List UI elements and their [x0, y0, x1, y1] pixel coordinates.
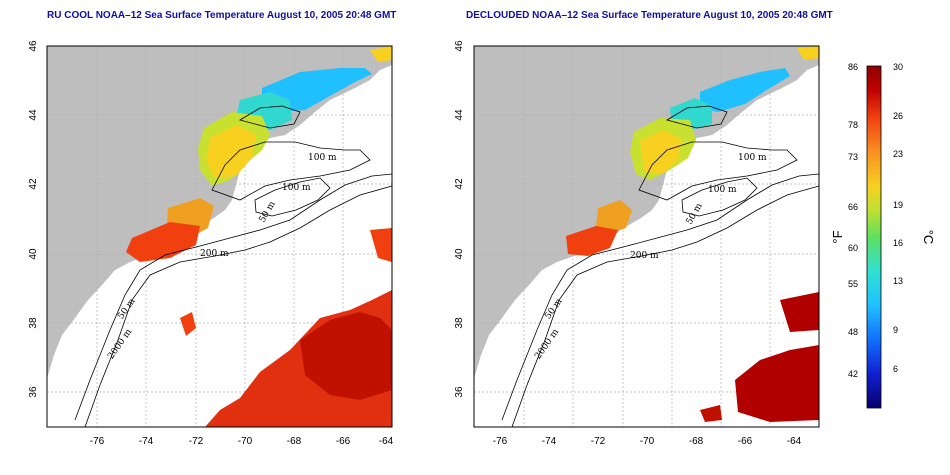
right-y-tick: 40 [454, 248, 465, 260]
colorbar-c-tick: 26 [893, 111, 903, 121]
colorbar-c-tick: 9 [893, 325, 898, 335]
right-x-tick: -66 [738, 436, 753, 447]
right-x-tick: -76 [493, 436, 508, 447]
left-sst-data [126, 46, 392, 427]
left-map-frame [46, 45, 393, 428]
right-y-tick: 46 [454, 40, 465, 52]
colorbar-f-tick: 73 [848, 152, 858, 162]
left-contour-label: 100 m [282, 183, 311, 193]
right-y-tick: 44 [454, 109, 465, 121]
right-land [474, 46, 819, 380]
right-map-panel: 100 m 100 m 50 m 200 m 50 m 2000 m -76 -… [454, 40, 820, 447]
colorbar-c-tick: 13 [893, 276, 903, 286]
left-y-tick: 38 [28, 317, 39, 329]
left-bathymetry-contours [74, 105, 393, 428]
right-y-axis: 46 44 42 40 38 36 [454, 40, 465, 398]
left-x-tick: -76 [90, 436, 105, 447]
right-x-tick: -74 [542, 436, 557, 447]
colorbar-fahrenheit-unit: °F [830, 230, 845, 243]
right-x-tick: -72 [591, 436, 606, 447]
right-y-tick: 38 [454, 317, 465, 329]
left-map-panel: 100 m 100 m 50 m 200 m 50 m 2000 m -76 -… [28, 40, 394, 447]
left-x-tick: -64 [379, 436, 394, 447]
right-y-tick: 42 [454, 178, 465, 190]
colorbar-f-tick: 60 [848, 243, 858, 253]
right-x-axis: -76 -74 -72 -70 -68 -66 -64 [493, 436, 802, 447]
left-x-axis: -76 -74 -72 -70 -68 -66 -64 [90, 436, 394, 447]
colorbar-c-tick: 19 [893, 200, 903, 210]
right-contour-label: 100 m [738, 153, 767, 163]
right-x-tick: -70 [640, 436, 655, 447]
left-x-tick: -74 [139, 436, 154, 447]
right-map-frame [473, 45, 820, 428]
colorbar-c-tick: 30 [893, 62, 903, 72]
left-x-tick: -70 [238, 436, 253, 447]
right-contour-label: 200 m [630, 251, 659, 261]
colorbar: 86 78 73 66 60 55 48 42 30 26 23 19 16 1… [830, 62, 936, 409]
left-y-tick: 40 [28, 248, 39, 260]
colorbar-c-tick: 6 [893, 364, 898, 374]
right-bathymetry-contours [501, 105, 820, 428]
left-land [47, 46, 392, 380]
colorbar-f-tick: 55 [848, 279, 858, 289]
left-map-title: RU COOL NOAA–12 Sea Surface Temperature … [47, 10, 397, 21]
right-sst-data [566, 46, 819, 422]
right-contour-label: 100 m [708, 185, 737, 195]
left-y-axis: 46 44 42 40 38 36 [28, 40, 39, 398]
colorbar-celsius-unit: °C [921, 230, 936, 245]
left-y-tick: 36 [28, 386, 39, 398]
colorbar-c-tick: 23 [893, 149, 903, 159]
right-x-tick: -64 [787, 436, 802, 447]
right-map-title: DECLOUDED NOAA–12 Sea Surface Temperatur… [466, 10, 833, 21]
left-y-tick: 44 [28, 109, 39, 121]
left-y-tick: 42 [28, 178, 39, 190]
colorbar-f-tick: 66 [848, 202, 858, 212]
colorbar-gradient [866, 65, 882, 409]
left-x-tick: -66 [336, 436, 351, 447]
right-y-tick: 36 [454, 386, 465, 398]
left-x-tick: -68 [287, 436, 302, 447]
colorbar-f-tick: 78 [848, 120, 858, 130]
right-x-tick: -68 [689, 436, 704, 447]
colorbar-f-tick: 48 [848, 327, 858, 337]
colorbar-c-tick: 16 [893, 238, 903, 248]
left-y-tick: 46 [28, 40, 39, 52]
left-contour-label: 200 m [200, 249, 229, 259]
colorbar-f-tick: 42 [848, 369, 858, 379]
left-x-tick: -72 [189, 436, 204, 447]
left-contour-label: 100 m [308, 153, 337, 163]
colorbar-f-tick: 86 [848, 62, 858, 72]
